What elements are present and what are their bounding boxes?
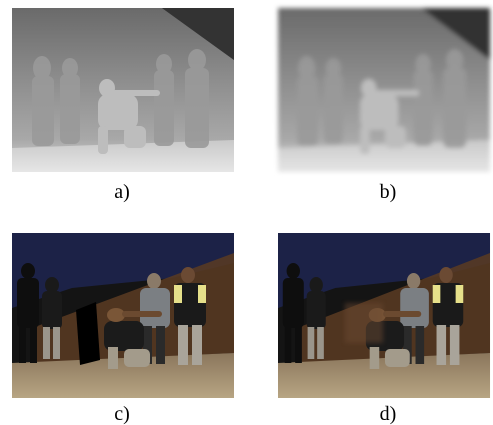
occlusion-hole <box>76 302 100 365</box>
panel-label: a) <box>114 181 130 203</box>
photo <box>12 233 234 398</box>
figure: a) b) c) d) <box>0 0 493 425</box>
panel-b: b) <box>278 8 490 203</box>
panel-label: c) <box>114 403 130 425</box>
panel-c: c) <box>12 233 234 425</box>
panel-d: d) <box>278 233 490 425</box>
panel-label: b) <box>380 181 397 203</box>
panel-a: a) <box>12 8 234 203</box>
depth-map <box>278 8 490 172</box>
panel-label: d) <box>380 403 397 425</box>
photo <box>278 233 490 398</box>
depth-map <box>12 8 234 172</box>
